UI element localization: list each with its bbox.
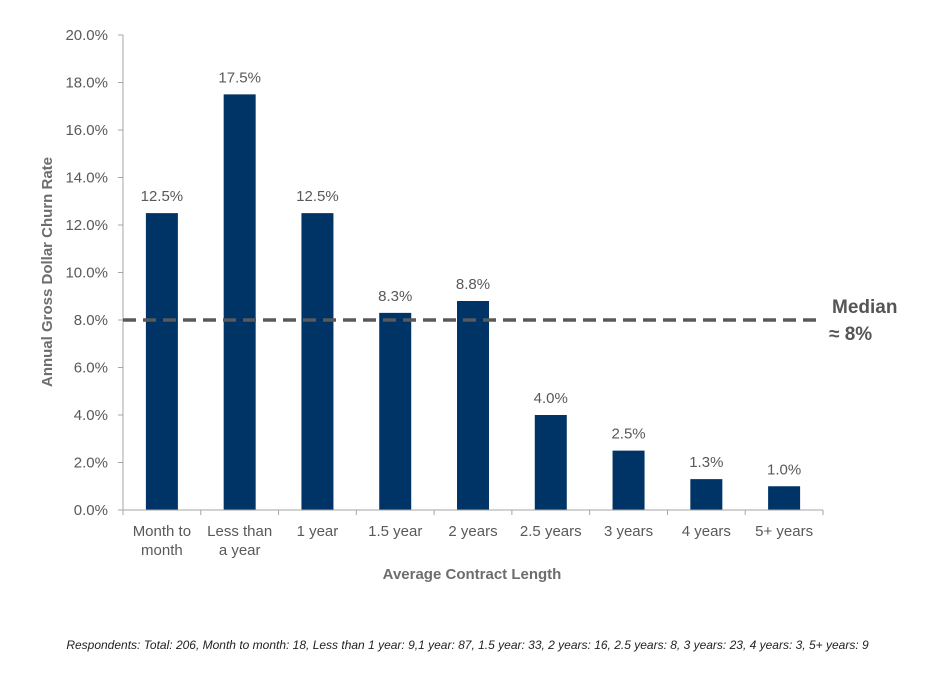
median-line-group: Median ≈ 8%	[123, 297, 897, 345]
y-tick-label: 16.0%	[65, 122, 108, 139]
bar-data-label: 17.5%	[218, 69, 261, 86]
x-axis: Month to month Less than a year 1 year 1.5 ye…	[122, 509, 824, 559]
x-tick-label: 3 years	[604, 523, 653, 540]
y-tick-label: 12.0%	[65, 217, 108, 234]
respondents-footnote: Respondents: Total: 206, Month to month:…	[66, 638, 869, 652]
x-axis-title: Average Contract Length	[383, 566, 562, 583]
x-tick-label: 4 years	[682, 523, 731, 540]
y-tick-label: 4.0%	[74, 407, 108, 424]
x-tick-label: 2.5 years	[520, 523, 582, 540]
x-tick-label-line: 1 year	[297, 523, 339, 540]
bar-data-label: 8.3%	[378, 288, 412, 305]
bar	[223, 94, 256, 510]
y-tick-label: 8.0%	[74, 312, 108, 329]
y-axis: 0.0% 2.0% 4.0% 6.0% 8.0% 10.0% 12.0% 14.0% 16.0%…	[65, 27, 124, 519]
bar	[690, 479, 723, 510]
x-tick-label: 5+ years	[755, 523, 813, 540]
bars	[145, 94, 801, 510]
bar-data-label: 12.5%	[296, 188, 339, 205]
x-tick-label: Less than a year	[207, 523, 272, 559]
median-label-title: Median	[832, 297, 897, 318]
x-tick-label: 2 years	[448, 523, 497, 540]
bar-data-label: 8.8%	[456, 276, 490, 293]
x-tick-label: 1.5 year	[368, 523, 422, 540]
x-tick-label-line: a year	[219, 542, 261, 559]
bar	[457, 301, 489, 510]
y-tick-label: 6.0%	[74, 360, 108, 377]
x-tick-label-line: 1.5 year	[368, 523, 422, 540]
y-tick-label: 18.0%	[65, 75, 108, 92]
x-tick-label: Month to month	[133, 523, 191, 559]
bar-data-label: 1.0%	[767, 461, 801, 478]
bar-data-label: 4.0%	[534, 390, 568, 407]
data-labels: 12.5% 17.5% 12.5% 8.3% 8.8% 4.0% 2.5% 1.3% 1.0%	[141, 69, 802, 478]
x-tick-label-line: Month to	[133, 523, 191, 540]
bar-data-label: 12.5%	[141, 188, 184, 205]
x-tick-label-line: 3 years	[604, 523, 653, 540]
bar-data-label: 2.5%	[611, 426, 645, 443]
bar	[379, 312, 412, 510]
y-tick-label: 10.0%	[65, 265, 108, 282]
x-tick-label-line: 4 years	[682, 523, 731, 540]
y-tick-label: 0.0%	[74, 502, 108, 519]
x-tick-label-line: month	[141, 542, 183, 559]
y-tick-label: 2.0%	[74, 455, 108, 472]
bar	[612, 450, 645, 510]
bar	[301, 213, 334, 510]
bar	[145, 213, 178, 510]
bar	[768, 486, 801, 510]
y-tick-label: 14.0%	[65, 170, 108, 187]
median-label-value: ≈ 8%	[829, 324, 872, 345]
bar	[534, 415, 567, 510]
x-tick-label-line: 5+ years	[755, 523, 813, 540]
y-axis-title: Annual Gross Dollar Churn Rate	[39, 157, 56, 387]
x-tick-label: 1 year	[297, 523, 339, 540]
x-tick-label-line: 2.5 years	[520, 523, 582, 540]
y-tick-label: 20.0%	[65, 27, 108, 44]
bar-data-label: 1.3%	[689, 454, 723, 471]
x-tick-label-line: Less than	[207, 523, 272, 540]
x-tick-label-line: 2 years	[448, 523, 497, 540]
